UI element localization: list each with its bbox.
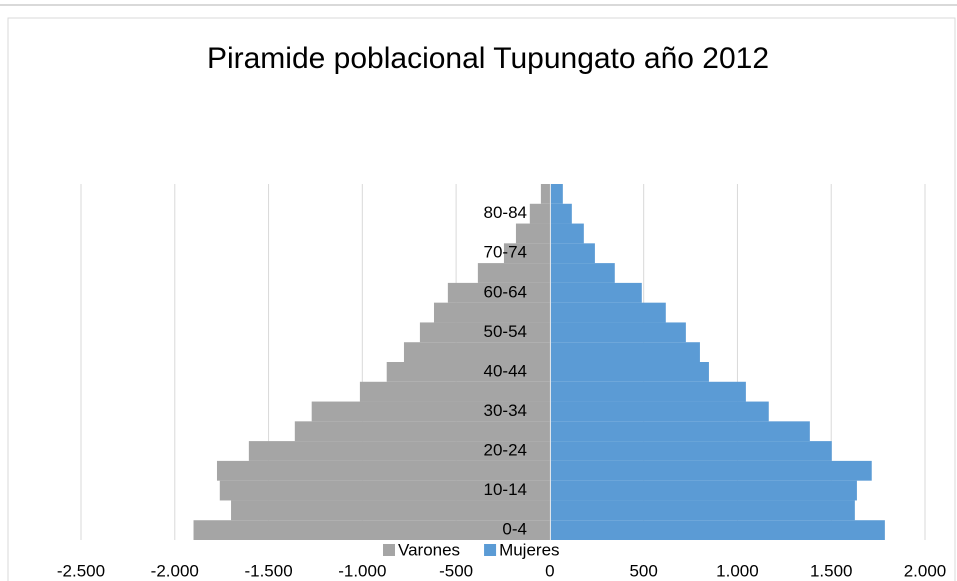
bar bbox=[386, 362, 550, 382]
bar bbox=[529, 203, 550, 224]
y-tick-label: 40-44 bbox=[484, 361, 527, 380]
legend-swatch bbox=[484, 544, 497, 556]
legend-swatch bbox=[383, 544, 395, 556]
bar bbox=[550, 381, 746, 402]
bar bbox=[447, 282, 550, 303]
bar bbox=[433, 302, 550, 323]
bar bbox=[550, 223, 584, 244]
bar bbox=[550, 480, 857, 501]
chart-title: Piramide poblacional Tupungato año 2012 bbox=[207, 42, 769, 75]
bar bbox=[216, 460, 550, 481]
bar bbox=[550, 243, 595, 264]
bar bbox=[248, 441, 550, 461]
y-tick-label: 80-84 bbox=[484, 203, 527, 222]
x-tick-label: 2.000 bbox=[904, 561, 947, 580]
bar bbox=[550, 342, 700, 362]
bar bbox=[193, 520, 550, 540]
x-tick-label: -2.500 bbox=[57, 561, 105, 580]
x-tick-label: -1.500 bbox=[244, 561, 292, 580]
x-tick-label: 1.500 bbox=[810, 561, 853, 580]
y-tick-label: 50-54 bbox=[484, 322, 527, 341]
bar bbox=[550, 302, 666, 323]
legend-label: Varones bbox=[398, 540, 460, 559]
bar bbox=[359, 381, 550, 402]
bar bbox=[419, 322, 550, 343]
bar bbox=[477, 263, 550, 283]
chart-frame bbox=[7, 17, 956, 581]
bar bbox=[231, 500, 550, 521]
y-tick-label: 10-14 bbox=[484, 480, 527, 499]
y-tick-label: 20-24 bbox=[484, 440, 527, 459]
x-tick-label: 0 bbox=[545, 561, 554, 580]
bar bbox=[550, 322, 686, 343]
bar bbox=[515, 223, 550, 244]
bar bbox=[550, 263, 615, 283]
bar bbox=[540, 184, 550, 204]
y-tick-label: 0-4 bbox=[502, 520, 527, 539]
y-tick-label: 70-74 bbox=[484, 243, 527, 262]
x-tick-label: 500 bbox=[629, 561, 657, 580]
bar bbox=[550, 282, 642, 303]
legend-label: Mujeres bbox=[499, 540, 559, 559]
y-tick-label: 60-64 bbox=[484, 282, 527, 301]
bar bbox=[550, 203, 572, 224]
bar bbox=[503, 243, 550, 264]
bar bbox=[403, 342, 550, 362]
bar bbox=[219, 480, 550, 501]
x-tick-label: 1.000 bbox=[716, 561, 759, 580]
bar bbox=[550, 520, 885, 540]
y-tick-label: 30-34 bbox=[484, 401, 527, 420]
bar bbox=[311, 401, 550, 422]
bar bbox=[550, 460, 872, 481]
x-tick-label: -1.000 bbox=[338, 561, 386, 580]
bar bbox=[550, 441, 832, 461]
bar bbox=[550, 184, 563, 204]
bar bbox=[550, 421, 810, 442]
bar bbox=[550, 500, 855, 521]
bar bbox=[550, 362, 709, 382]
x-tick-label: -2.000 bbox=[151, 561, 199, 580]
bar bbox=[294, 421, 550, 442]
x-tick-label: -500 bbox=[439, 561, 473, 580]
bar bbox=[550, 401, 769, 422]
